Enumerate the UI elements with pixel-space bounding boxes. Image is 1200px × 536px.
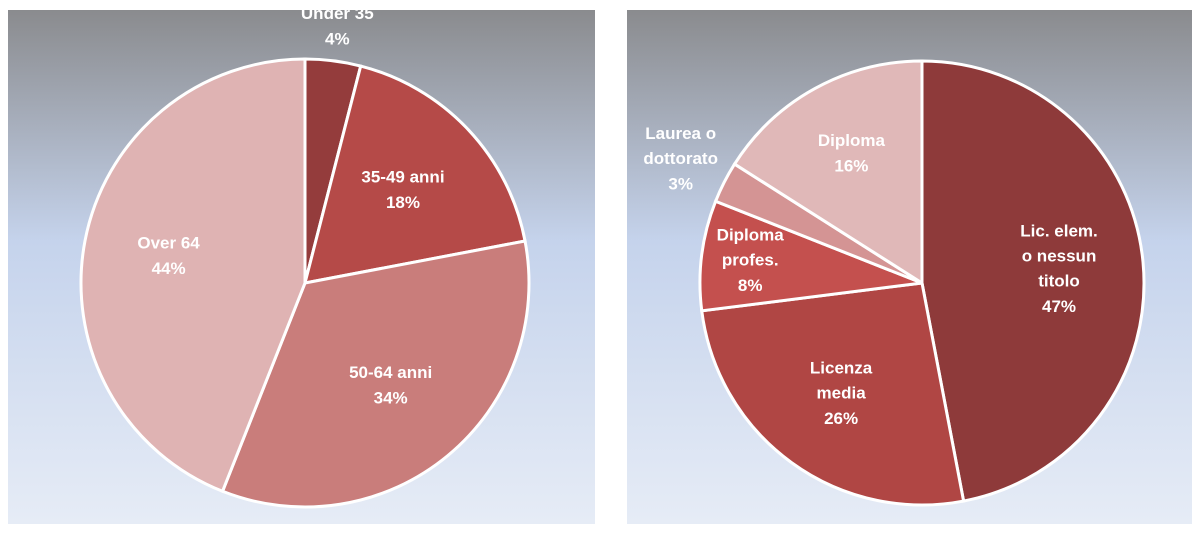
- value-label: 4%: [325, 29, 350, 48]
- value-label: 8%: [738, 276, 763, 295]
- slice-label: Laurea o dottorato: [643, 125, 718, 169]
- value-label: 44%: [152, 259, 186, 278]
- slice-label: Licenza media: [810, 359, 873, 403]
- slice-label: 50-64 anni: [349, 364, 432, 383]
- slice-label: Lic. elem. o nessun titolo: [1020, 222, 1097, 291]
- pie-slice: [220, 239, 531, 509]
- pie-slice: [920, 59, 1146, 503]
- pie-slice: [700, 281, 966, 507]
- value-label: 34%: [374, 389, 408, 408]
- pie-slice: [79, 57, 307, 494]
- value-label: 3%: [668, 175, 693, 194]
- slice-label: Over 64: [137, 234, 200, 253]
- pie-slice: [732, 59, 924, 286]
- pie-slice: [302, 64, 527, 285]
- value-label: 18%: [386, 193, 420, 212]
- value-label: 16%: [834, 157, 868, 176]
- pie-slice: [698, 199, 923, 313]
- slice-label: Under 35: [301, 4, 374, 23]
- value-label: 26%: [824, 409, 858, 428]
- slice-label: Diploma profes.: [717, 226, 785, 270]
- slice-label: Diploma: [818, 132, 886, 151]
- slice-label: 35-49 anni: [361, 168, 444, 187]
- value-label: 47%: [1042, 297, 1076, 316]
